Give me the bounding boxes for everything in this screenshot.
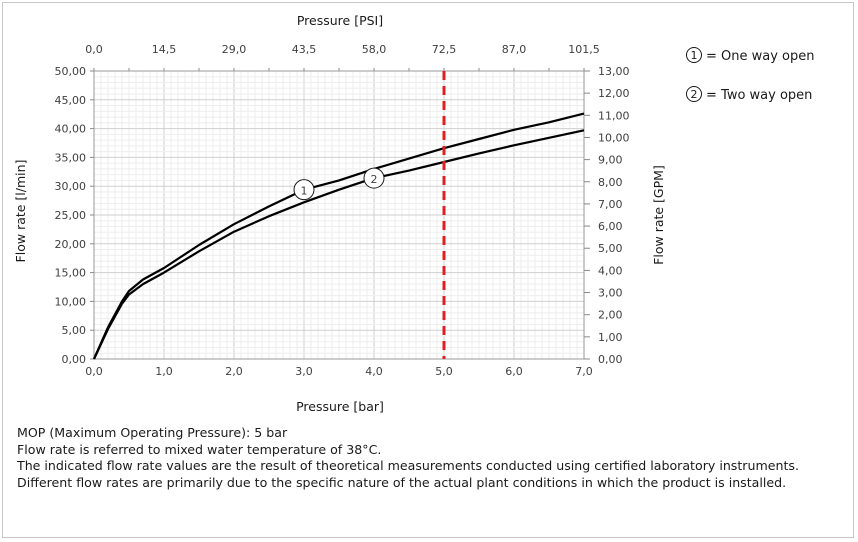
y2-tick-label: 7,00	[598, 198, 623, 211]
x2-tick-label: 101,5	[568, 43, 600, 56]
bottom-axis-title: Pressure [bar]	[296, 399, 384, 414]
note-plant-conditions: Different flow rates are primarily due t…	[17, 474, 787, 490]
y-tick-label: 10,00	[55, 295, 87, 308]
legend-marker-2	[686, 86, 702, 102]
y2-tick-label: 6,00	[598, 220, 623, 233]
x-tick-label: 3,0	[295, 365, 313, 378]
series-marker-label-2: 2	[371, 173, 378, 186]
left-axis-title: Flow rate [l/min]	[13, 160, 28, 263]
series-line-1	[92, 112, 585, 360]
y-tick-label: 15,00	[55, 267, 87, 280]
y2-tick-label: 4,00	[598, 264, 623, 277]
y-tick-label: 20,00	[55, 238, 87, 251]
x2-tick-label: 72,5	[432, 43, 457, 56]
x-tick-label: 7,0	[575, 365, 593, 378]
x-tick-label: 2,0	[225, 365, 243, 378]
y-tick-label: 40,00	[55, 123, 87, 136]
axes	[90, 68, 590, 360]
y2-tick-label: 1,00	[598, 331, 623, 344]
y2-tick-label: 13,00	[598, 65, 630, 78]
series-marker-circle-2	[363, 167, 385, 189]
flow-rate-chart: 0,0 1,0 2,0 3,0 4,0 5,0 6,0 7,0 0,0 14,5 29,0 43,5 5…	[13, 13, 815, 414]
legend-marker-1	[686, 47, 702, 63]
y2-tick-label: 5,00	[598, 242, 623, 255]
y2-tick-label: 3,00	[598, 287, 623, 300]
x-tick-label: 0,0	[85, 365, 103, 378]
series-marker-circle-1	[293, 179, 315, 201]
note-mop: MOP (Maximum Operating Pressure): 5 bar	[17, 425, 288, 440]
legend-label-two-way: = Two way open	[706, 88, 812, 103]
x2-tick-label: 0,0	[85, 43, 103, 56]
y2-tick-label: 2,00	[598, 309, 623, 322]
right-axis-title: Flow rate [GPM]	[651, 165, 666, 265]
notes-block: MOP (Maximum Operating Pressure): 5 bar …	[17, 425, 837, 491]
x2-tick-label: 14,5	[152, 43, 177, 56]
legend-marker-2-label: 2	[691, 88, 698, 101]
y2-tick-label: 12,00	[598, 87, 630, 100]
legend-entry-two-way: 2 = Two way open	[686, 86, 812, 103]
series-marker-label-1: 1	[301, 185, 308, 198]
x2-tick-label: 29,0	[222, 43, 247, 56]
y-tick-label: 0,00	[62, 353, 87, 366]
y-tick-label: 25,00	[55, 209, 87, 222]
y-tick-label: 35,00	[55, 151, 87, 164]
gridlines	[93, 70, 585, 360]
x-tick-label: 1,0	[155, 365, 173, 378]
x-tick-label: 5,0	[435, 365, 453, 378]
tick-labels: 0,0 1,0 2,0 3,0 4,0 5,0 6,0 7,0 0,0 14,5 29,0 43,5 5…	[55, 43, 630, 378]
note-temperature: Flow rate is referred to mixed water tem…	[17, 441, 382, 457]
y-tick-label: 5,00	[62, 324, 87, 337]
y2-tick-label: 9,00	[598, 154, 623, 167]
x2-tick-label: 58,0	[362, 43, 387, 56]
note-measurement: The indicated flow rate values are the r…	[17, 458, 799, 473]
y2-tick-label: 8,00	[598, 176, 623, 189]
legend-entry-one-way: 1 = One way open	[686, 47, 815, 64]
series-line-2	[93, 129, 585, 360]
y2-tick-label: 10,00	[598, 131, 630, 144]
y2-tick-label: 0,00	[598, 353, 623, 366]
legend: 1 = One way open 2 = Two way open	[686, 47, 815, 103]
top-axis-title: Pressure [PSI]	[297, 13, 383, 28]
series-markers: 12	[293, 167, 385, 201]
series-lines	[92, 112, 585, 360]
y2-tick-label: 11,00	[598, 109, 630, 122]
y-tick-label: 45,00	[55, 94, 87, 107]
x-tick-label: 6,0	[505, 365, 523, 378]
y-tick-label: 30,00	[55, 180, 87, 193]
y-tick-label: 50,00	[55, 65, 87, 78]
legend-marker-1-label: 1	[691, 49, 698, 62]
legend-label-one-way: = One way open	[706, 49, 815, 64]
x2-tick-label: 43,5	[292, 43, 317, 56]
x-tick-label: 4,0	[365, 365, 383, 378]
x2-tick-label: 87,0	[502, 43, 527, 56]
